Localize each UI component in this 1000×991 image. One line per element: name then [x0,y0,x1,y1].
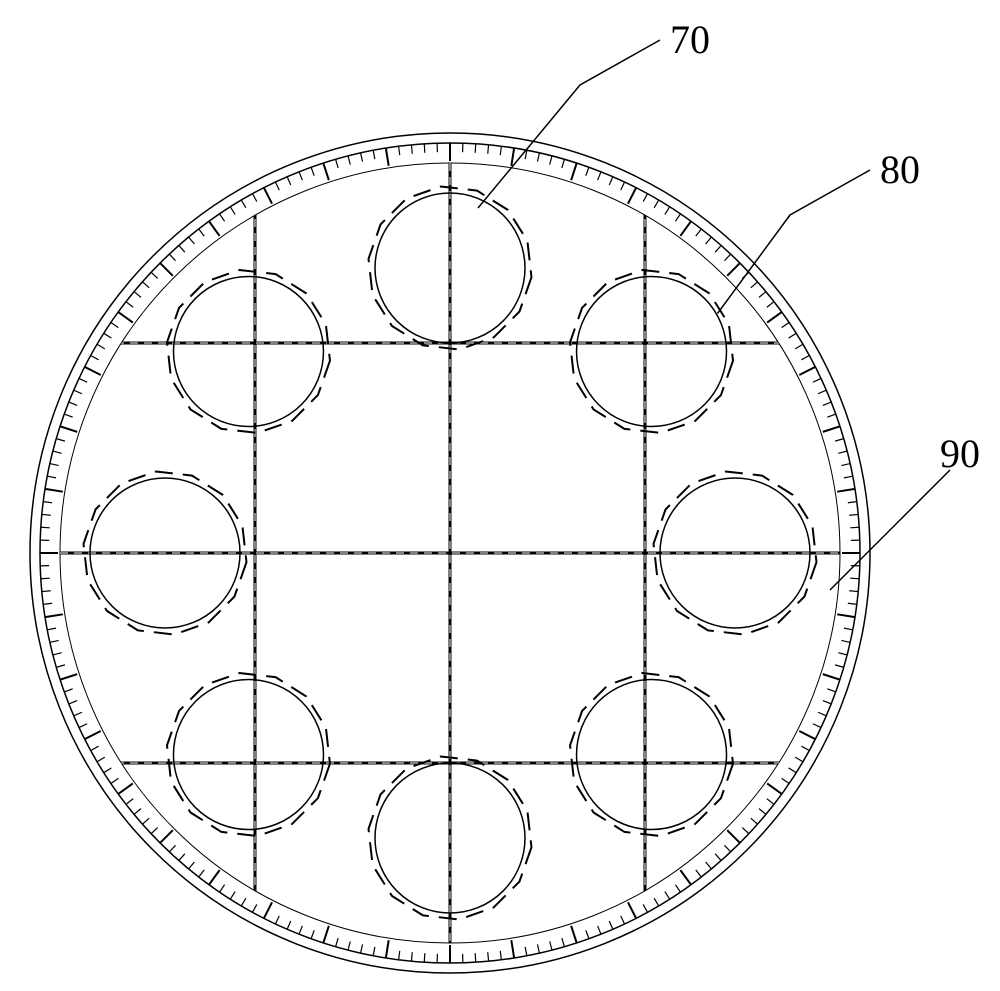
diagram-svg [0,0,1000,991]
callout-label-80: 80 [880,146,920,193]
grid [60,163,840,943]
callout-label-90: 90 [940,430,980,477]
callout-label-70: 70 [670,16,710,63]
diagram-stage: 70 80 90 [0,0,1000,991]
